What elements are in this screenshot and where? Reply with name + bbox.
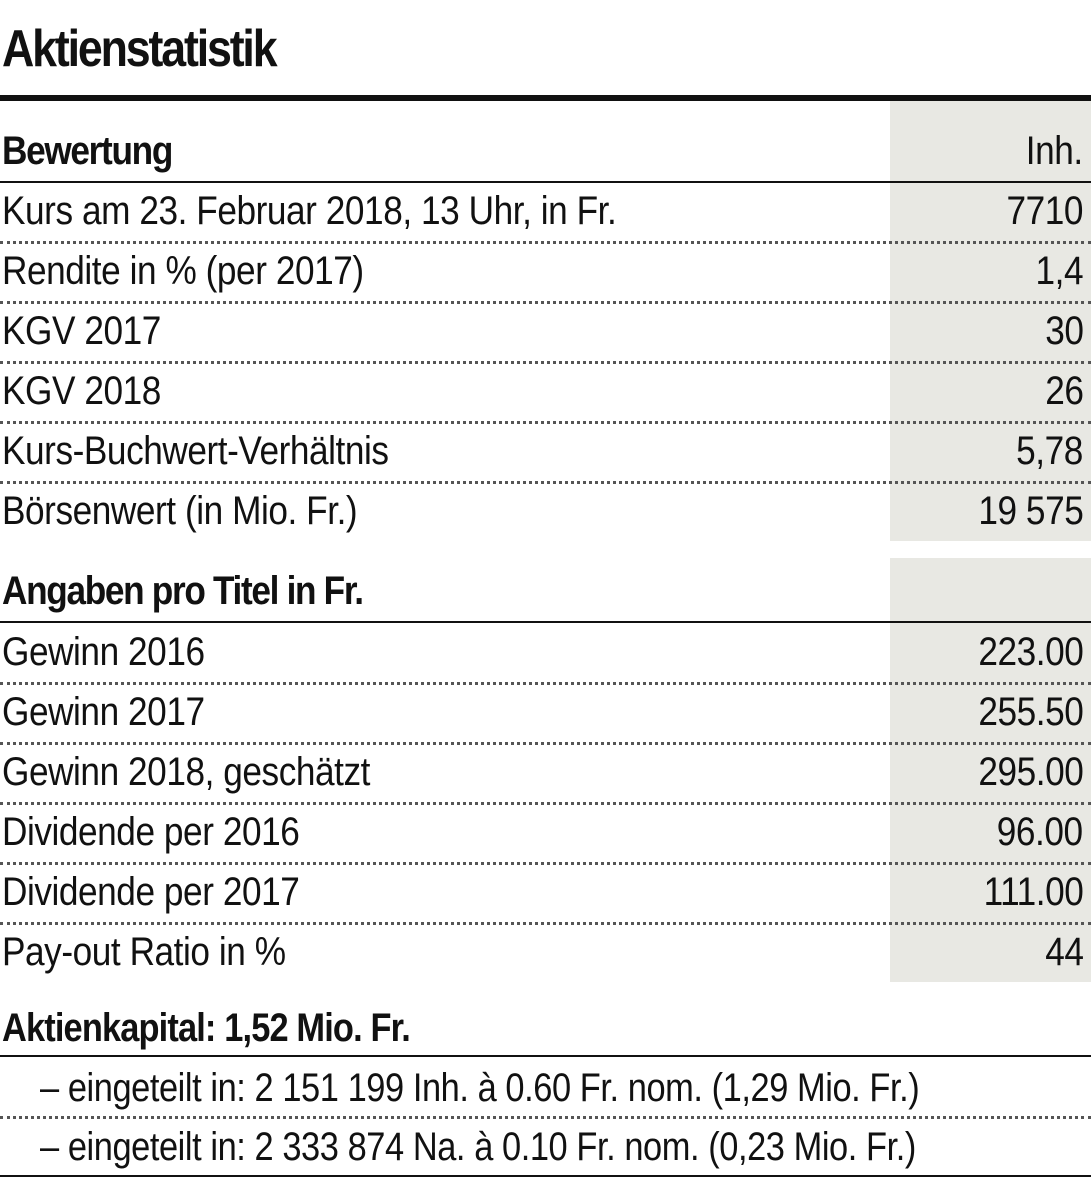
row-label: Pay-out Ratio in % — [2, 930, 286, 974]
row-label: Rendite in % (per 2017) — [2, 249, 364, 293]
row-value: 96.00 — [997, 810, 1083, 854]
capital-rule — [0, 1055, 1091, 1057]
row-value: 7710 — [1006, 189, 1083, 233]
table-row: Gewinn 2018, geschätzt 295.00 — [0, 742, 1091, 805]
row-label: KGV 2018 — [2, 369, 161, 413]
section-header-bewertung: Bewertung Inh. — [0, 121, 1091, 183]
value-column-shade-angaben — [890, 558, 1091, 982]
table-row: Dividende per 2017 111.00 — [0, 862, 1091, 925]
row-value: 295.00 — [977, 750, 1083, 794]
capital-line-text: – eingeteilt in: 2 151 199 Inh. à 0.60 F… — [40, 1066, 920, 1110]
row-label: Dividende per 2017 — [2, 870, 300, 914]
table-row: Rendite in % (per 2017) 1,4 — [0, 241, 1091, 304]
row-label: KGV 2017 — [2, 309, 161, 353]
page-title: Aktienstatistik — [2, 20, 278, 78]
table-row: Börsenwert (in Mio. Fr.) 19 575 — [0, 481, 1091, 541]
row-label: Börsenwert (in Mio. Fr.) — [2, 489, 358, 533]
row-label: Gewinn 2018, geschätzt — [2, 750, 370, 794]
row-value: 255.50 — [977, 690, 1083, 734]
row-label: Kurs am 23. Februar 2018, 13 Uhr, in Fr. — [2, 189, 617, 233]
row-value: 26 — [1044, 369, 1084, 413]
row-value: 19 575 — [977, 489, 1083, 533]
table-row: KGV 2018 26 — [0, 361, 1091, 424]
row-value: 30 — [1044, 309, 1084, 353]
table-row: Kurs-Buchwert-Verhältnis 5,78 — [0, 421, 1091, 484]
section-header-angaben: Angaben pro Titel in Fr. — [0, 561, 1091, 623]
value-column-shade-bewertung — [890, 101, 1091, 541]
section-title-aktienkapital: Aktienkapital: 1,52 Mio. Fr. — [2, 1006, 411, 1050]
capital-line: – eingeteilt in: 2 333 874 Na. à 0.10 Fr… — [0, 1119, 1091, 1177]
row-value: 111.00 — [983, 870, 1083, 914]
row-label: Gewinn 2016 — [2, 630, 205, 674]
capital-line-text: – eingeteilt in: 2 333 874 Na. à 0.10 Fr… — [40, 1125, 916, 1169]
table-row: Gewinn 2016 223.00 — [0, 622, 1091, 685]
section-title-bewertung: Bewertung — [2, 129, 173, 173]
table-row: Pay-out Ratio in % 44 — [0, 922, 1091, 982]
row-value: 223.00 — [977, 630, 1083, 674]
row-value: 44 — [1044, 930, 1084, 974]
table-row: Kurs am 23. Februar 2018, 13 Uhr, in Fr.… — [0, 181, 1091, 244]
column-header-inh: Inh. — [1026, 129, 1083, 173]
title-rule — [0, 95, 1091, 101]
row-label: Gewinn 2017 — [2, 690, 205, 734]
table-row: Dividende per 2016 96.00 — [0, 802, 1091, 865]
row-value: 5,78 — [1016, 429, 1083, 473]
row-label: Dividende per 2016 — [2, 810, 300, 854]
table-row: KGV 2017 30 — [0, 301, 1091, 364]
row-value: 1,4 — [1035, 249, 1083, 293]
section-title-angaben: Angaben pro Titel in Fr. — [2, 569, 364, 613]
capital-line: – eingeteilt in: 2 151 199 Inh. à 0.60 F… — [0, 1060, 1091, 1119]
table-row: Gewinn 2017 255.50 — [0, 682, 1091, 745]
row-label: Kurs-Buchwert-Verhältnis — [2, 429, 389, 473]
